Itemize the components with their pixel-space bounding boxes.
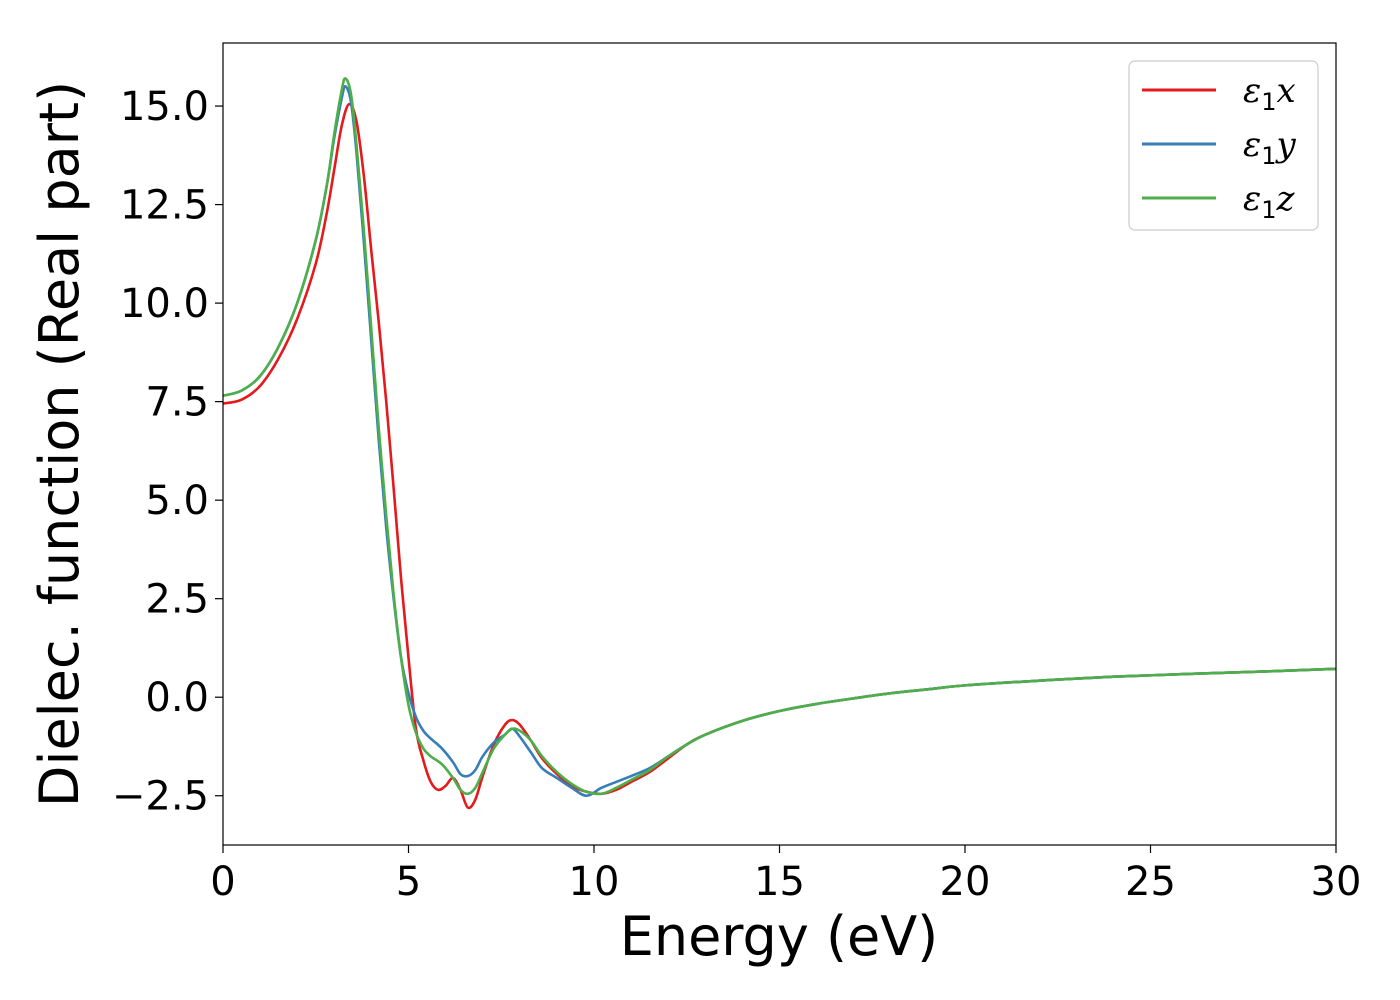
x-tick-label: 15 bbox=[754, 859, 805, 905]
legend-subscript: 1 bbox=[1261, 142, 1276, 170]
legend-symbol: ε bbox=[1243, 179, 1261, 219]
legend-variable: y bbox=[1275, 125, 1297, 165]
legend-symbol: ε bbox=[1243, 125, 1261, 165]
x-axis-title: Energy (eV) bbox=[620, 905, 939, 968]
y-tick-label: 7.5 bbox=[145, 380, 209, 426]
y-tick-label: 12.5 bbox=[120, 183, 209, 229]
y-tick-label: 5.0 bbox=[145, 478, 209, 524]
legend-subscript: 1 bbox=[1261, 196, 1276, 224]
legend-label-y: ε1y bbox=[1243, 125, 1297, 170]
y-axis: −2.5 0.0 2.5 5.0 7.5 10.0 12.5 15.0 bbox=[112, 84, 223, 820]
legend-subscript: 1 bbox=[1261, 88, 1276, 116]
y-axis-title: Dielec. function (Real part) bbox=[28, 81, 91, 807]
y-tick-label: 10.0 bbox=[120, 281, 209, 327]
series-layer bbox=[223, 77, 1336, 810]
legend-label-x: ε1x bbox=[1243, 71, 1296, 116]
x-tick-label: 5 bbox=[396, 859, 421, 905]
x-tick-label: 0 bbox=[210, 859, 235, 905]
legend-label-z: ε1z bbox=[1243, 179, 1296, 224]
y-tick-label: 15.0 bbox=[120, 84, 209, 130]
x-axis: 0 5 10 15 20 25 30 bbox=[210, 845, 1361, 905]
x-tick-label: 20 bbox=[940, 859, 991, 905]
y-tick-label: 0.0 bbox=[145, 675, 209, 721]
y-tick-label: −2.5 bbox=[112, 774, 209, 820]
legend-symbol: ε bbox=[1243, 71, 1261, 111]
x-tick-label: 30 bbox=[1311, 859, 1362, 905]
x-tick-label: 25 bbox=[1125, 859, 1176, 905]
legend-variable: x bbox=[1277, 71, 1296, 111]
legend-box bbox=[1128, 60, 1319, 231]
y-tick-label: 2.5 bbox=[145, 577, 209, 623]
legend-variable: z bbox=[1276, 179, 1296, 219]
series-line-z bbox=[223, 77, 1336, 796]
x-tick-label: 10 bbox=[569, 859, 620, 905]
